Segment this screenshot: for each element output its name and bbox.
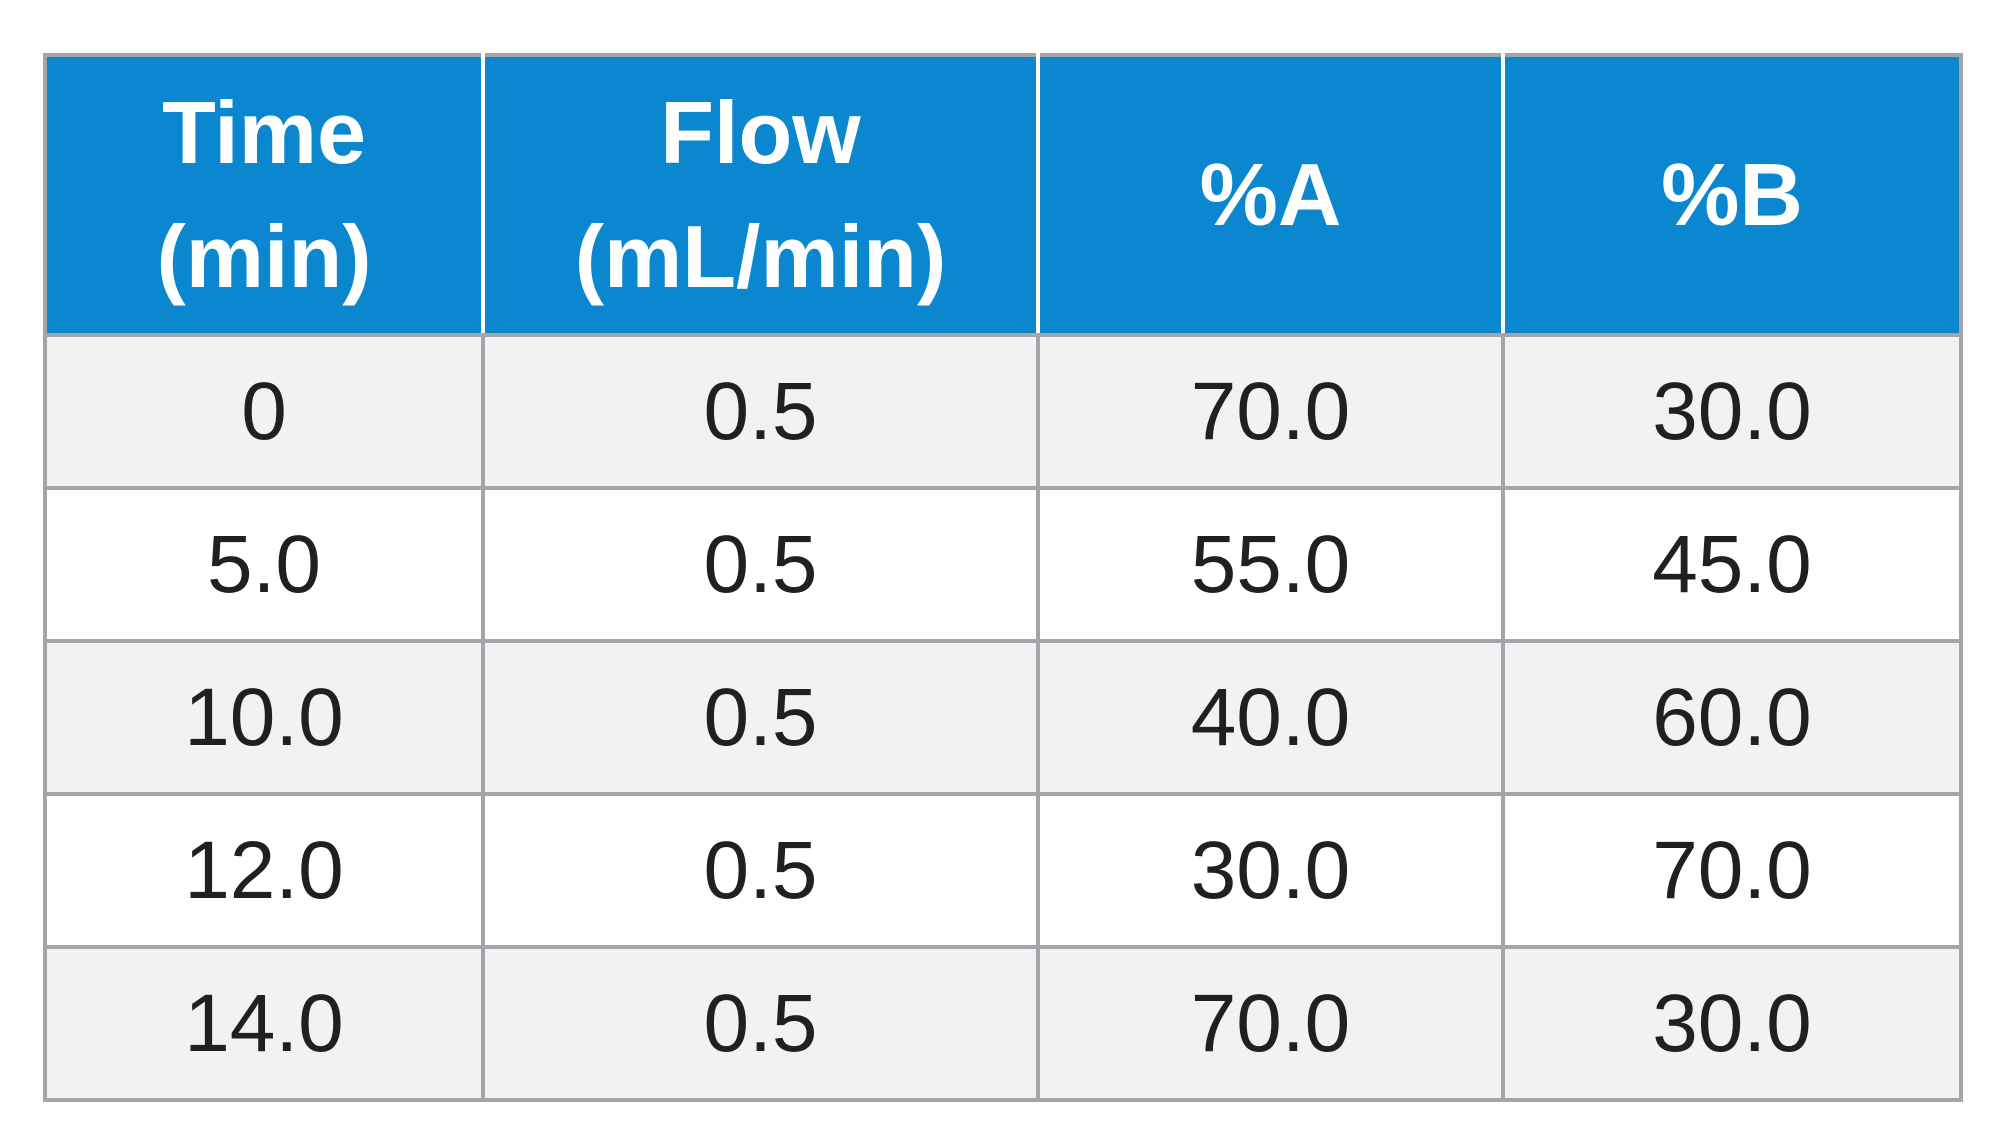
- table-row: 14.0 0.5 70.0 30.0: [43, 945, 1963, 1102]
- cell-percent-a: 70.0: [1036, 945, 1505, 1102]
- header-time-label: Time: [162, 83, 366, 182]
- header-percent-a: %A: [1036, 53, 1505, 337]
- cell-percent-a: 70.0: [1036, 333, 1505, 490]
- cell-percent-a: 40.0: [1036, 639, 1505, 796]
- cell-time: 5.0: [43, 486, 485, 643]
- cell-percent-b: 30.0: [1501, 333, 1963, 490]
- header-percent-b-label: %B: [1661, 145, 1803, 244]
- cell-time: 0: [43, 333, 485, 490]
- table-row: 10.0 0.5 40.0 60.0: [43, 639, 1963, 796]
- cell-time: 10.0: [43, 639, 485, 796]
- table-row: 0 0.5 70.0 30.0: [43, 333, 1963, 490]
- cell-percent-b: 45.0: [1501, 486, 1963, 643]
- cell-flow: 0.5: [481, 639, 1040, 796]
- header-flow-unit: (mL/min): [574, 207, 947, 306]
- cell-percent-b: 70.0: [1501, 792, 1963, 949]
- cell-percent-a: 30.0: [1036, 792, 1505, 949]
- gradient-table-container: Time (min) Flow (mL/min) %A %B 0 0.5 70: [43, 53, 1963, 1102]
- cell-percent-b: 30.0: [1501, 945, 1963, 1102]
- header-row: Time (min) Flow (mL/min) %A %B: [43, 53, 1963, 337]
- header-time-unit: (min): [156, 207, 372, 306]
- cell-time: 12.0: [43, 792, 485, 949]
- header-percent-a-label: %A: [1199, 145, 1342, 244]
- cell-time: 14.0: [43, 945, 485, 1102]
- cell-flow: 0.5: [481, 792, 1040, 949]
- header-time: Time (min): [43, 53, 485, 337]
- cell-flow: 0.5: [481, 486, 1040, 643]
- cell-percent-a: 55.0: [1036, 486, 1505, 643]
- cell-flow: 0.5: [481, 945, 1040, 1102]
- cell-flow: 0.5: [481, 333, 1040, 490]
- cell-percent-b: 60.0: [1501, 639, 1963, 796]
- header-flow: Flow (mL/min): [481, 53, 1040, 337]
- table-row: 12.0 0.5 30.0 70.0: [43, 792, 1963, 949]
- table-row: 5.0 0.5 55.0 45.0: [43, 486, 1963, 643]
- header-flow-label: Flow: [660, 83, 861, 182]
- header-percent-b: %B: [1501, 53, 1963, 337]
- gradient-table: Time (min) Flow (mL/min) %A %B 0 0.5 70: [43, 53, 1963, 1102]
